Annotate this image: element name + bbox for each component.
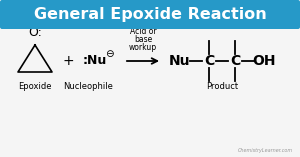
Text: :Nu: :Nu — [83, 54, 107, 68]
Text: Ö:: Ö: — [28, 26, 42, 39]
Text: Epoxide: Epoxide — [18, 82, 52, 91]
Text: base: base — [134, 35, 152, 44]
Text: C: C — [230, 54, 240, 68]
Text: Nu: Nu — [168, 54, 190, 68]
FancyBboxPatch shape — [0, 0, 300, 29]
Text: workup: workup — [129, 43, 157, 52]
Text: ⊖: ⊖ — [105, 49, 113, 59]
Text: ChemistryLearner.com: ChemistryLearner.com — [238, 148, 293, 153]
Text: Acid or: Acid or — [130, 27, 156, 36]
Text: C: C — [204, 54, 214, 68]
Text: General Epoxide Reaction: General Epoxide Reaction — [34, 8, 266, 22]
Text: Product: Product — [206, 82, 238, 91]
Text: +: + — [62, 54, 74, 68]
Text: OH: OH — [252, 54, 276, 68]
Text: Nucleophile: Nucleophile — [63, 82, 113, 91]
